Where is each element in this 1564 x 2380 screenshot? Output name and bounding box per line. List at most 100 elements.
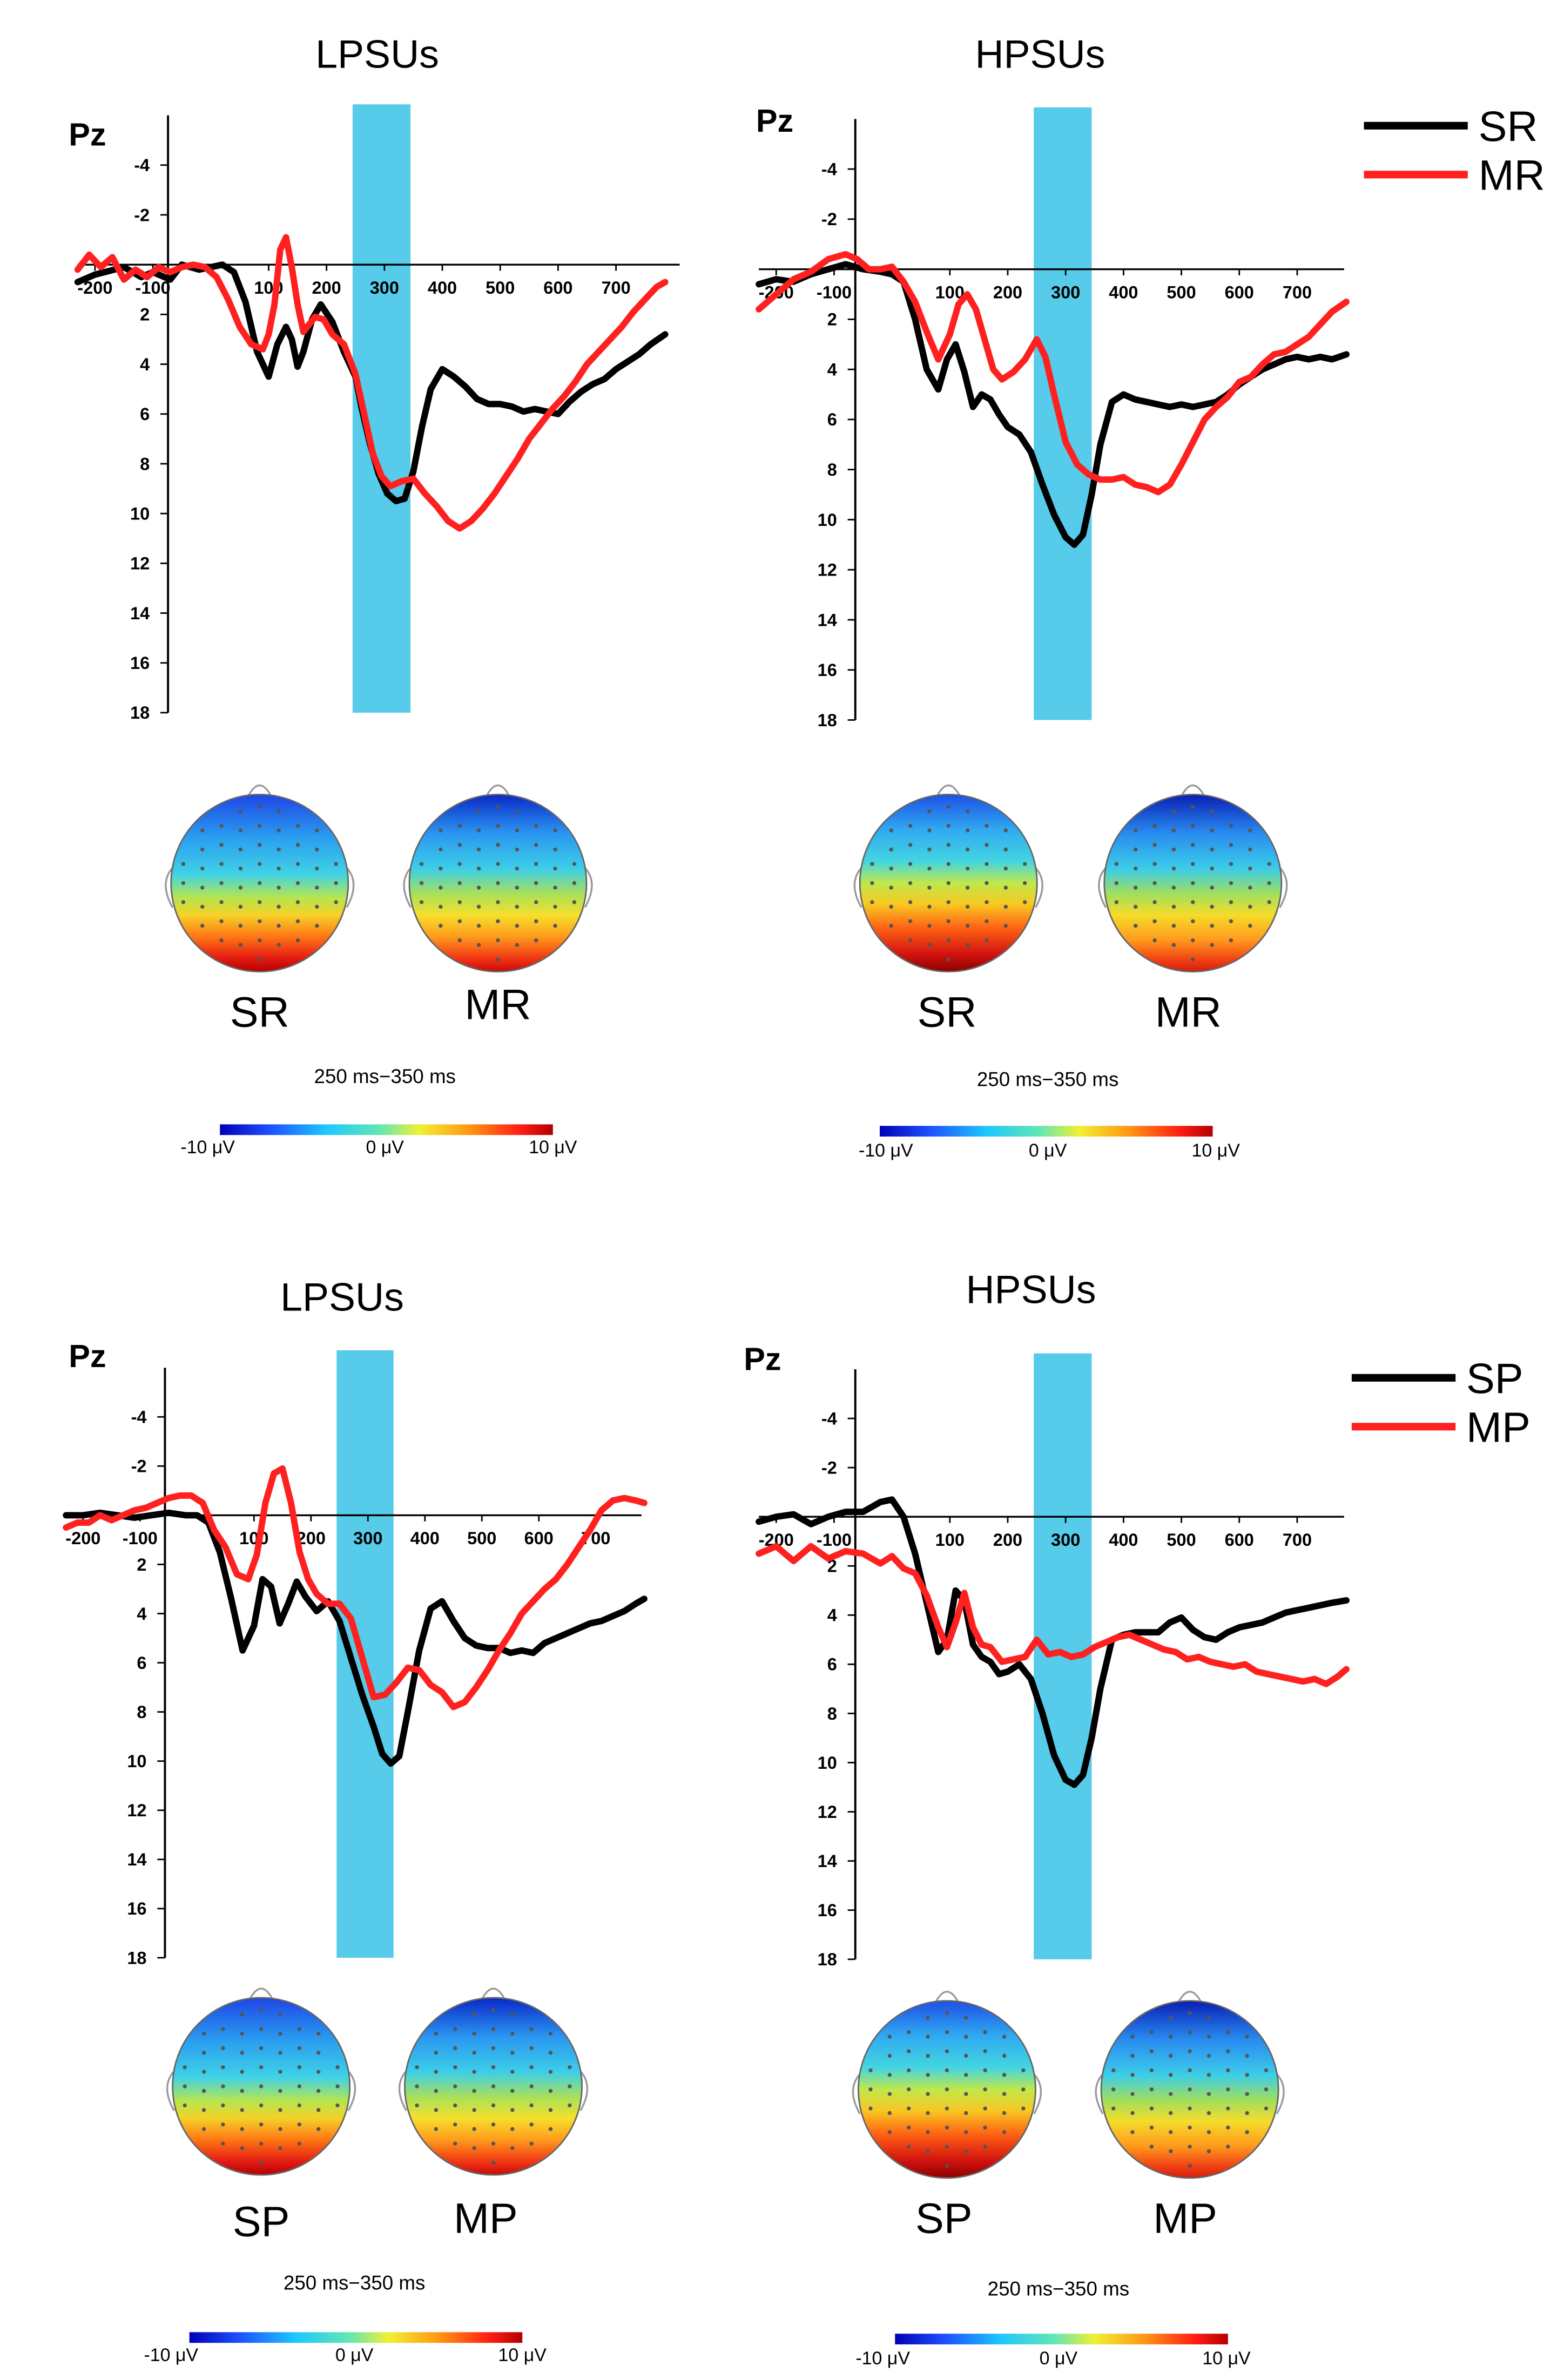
x-tick-label: 400 bbox=[428, 278, 457, 298]
electrode-dot bbox=[496, 843, 500, 847]
head-nose bbox=[934, 1991, 960, 2005]
electrode-dot bbox=[907, 2145, 911, 2149]
electrode-dot bbox=[985, 938, 989, 943]
electrode-dot bbox=[529, 2122, 534, 2127]
electrode-dot bbox=[964, 2092, 968, 2096]
electrode-dot bbox=[553, 924, 557, 928]
electrode-dot bbox=[240, 2088, 244, 2093]
electrode-dot bbox=[985, 823, 989, 828]
y-tick-label: 2 bbox=[140, 305, 150, 324]
electrode-dot bbox=[240, 2031, 244, 2036]
electrode-dot bbox=[945, 2068, 949, 2073]
electrode-dot bbox=[1171, 847, 1176, 852]
electrode-dot bbox=[1248, 828, 1252, 833]
electrode-dot bbox=[889, 828, 893, 833]
electrode-dot bbox=[568, 2084, 572, 2088]
electrode-dot bbox=[439, 867, 443, 871]
electrode-dot bbox=[983, 2049, 987, 2053]
head-ear bbox=[166, 2070, 175, 2112]
electrode-dot bbox=[1021, 2087, 1026, 2092]
electrode-dot bbox=[472, 2012, 476, 2017]
electrode-dot bbox=[1169, 2073, 1173, 2077]
electrode-dot bbox=[1002, 2073, 1007, 2077]
electrode-dot bbox=[553, 867, 557, 871]
y-tick-label: 4 bbox=[140, 355, 150, 374]
x-tick-label: 300 bbox=[370, 278, 399, 298]
y-tick-label: 16 bbox=[130, 653, 150, 673]
electrode-dot bbox=[926, 2016, 930, 2020]
electrode-dot bbox=[1114, 862, 1119, 866]
electrode-dot bbox=[316, 2127, 321, 2131]
electrode-dot bbox=[1134, 847, 1138, 852]
electrode-dot bbox=[1210, 904, 1214, 909]
highlight-window bbox=[1034, 107, 1092, 720]
electrode-dot bbox=[945, 2030, 949, 2034]
topo-label: SR bbox=[917, 988, 976, 1036]
electrode-dot bbox=[434, 2108, 439, 2112]
x-tick-label: 500 bbox=[467, 1529, 496, 1548]
electrode-dot bbox=[221, 2027, 225, 2031]
electrode-dot bbox=[964, 2149, 968, 2153]
electrode-dot bbox=[1191, 881, 1195, 885]
erp-charts: LPSUs Pz -4 -2 2 4 6 8 10 12 14 16 18 -200 -100 100 200 3… bbox=[63, 31, 1350, 1969]
electrode-dot bbox=[887, 2073, 892, 2077]
y-tick-label: -4 bbox=[131, 1408, 147, 1427]
electrode-dot bbox=[1245, 2130, 1249, 2134]
electrode-dot bbox=[1226, 2030, 1230, 2034]
electrode-dot bbox=[1188, 2011, 1192, 2016]
electrode-dot bbox=[219, 823, 224, 828]
electrode-dot bbox=[1171, 828, 1176, 833]
electrode-dot bbox=[258, 957, 262, 962]
electrode-dot bbox=[926, 2092, 930, 2096]
electrode-dot bbox=[1210, 867, 1214, 871]
electrode-dot bbox=[491, 2065, 496, 2070]
electrode-dot bbox=[529, 2027, 534, 2031]
electrode-dot bbox=[965, 867, 970, 871]
electrode-dot bbox=[316, 2108, 321, 2112]
electrode-dot bbox=[1134, 867, 1138, 871]
x-tick-label: 400 bbox=[1109, 1530, 1138, 1550]
electrode-dot bbox=[1169, 2092, 1173, 2096]
electrode-dot bbox=[908, 900, 913, 904]
electrode-dot bbox=[926, 2130, 930, 2134]
electrode-dot bbox=[183, 2103, 187, 2108]
electrode-dot bbox=[491, 2122, 496, 2127]
electrode-dot bbox=[200, 904, 205, 909]
electrode-dot bbox=[1210, 847, 1214, 852]
electrode-dot bbox=[295, 881, 300, 885]
electrode-dot bbox=[510, 2031, 515, 2036]
electrode-dot bbox=[183, 2065, 187, 2070]
electrode-dot bbox=[548, 2088, 553, 2093]
electrode-dot bbox=[1248, 904, 1252, 909]
electrode-dot bbox=[1226, 2145, 1230, 2149]
colorbar-tick-label: 10 μV bbox=[498, 2345, 547, 2365]
electrode-dot bbox=[472, 2051, 476, 2055]
electrode-dot bbox=[908, 881, 913, 885]
electrode-dot bbox=[946, 862, 950, 866]
y-tick-label: 8 bbox=[827, 1704, 837, 1723]
y-tick-label: 10 bbox=[818, 1753, 837, 1773]
electrode-dot bbox=[1245, 2053, 1249, 2058]
electrode-dot bbox=[496, 804, 500, 809]
electrode-dot bbox=[946, 938, 950, 943]
electrode-dot bbox=[316, 2031, 321, 2036]
electrode-dot bbox=[201, 2127, 206, 2131]
electrode-dot bbox=[926, 2034, 930, 2039]
electrode-dot bbox=[1267, 862, 1271, 866]
topo-map-7: SP bbox=[852, 1991, 1042, 2242]
electrode-dot bbox=[434, 2070, 439, 2074]
electrode-dot bbox=[945, 2163, 949, 2168]
electrode-dot bbox=[515, 885, 519, 890]
electrode-dot bbox=[278, 2070, 282, 2074]
electrode-dot bbox=[983, 2145, 987, 2149]
x-tick-label: 700 bbox=[1283, 1530, 1312, 1550]
electrode-dot bbox=[889, 924, 893, 928]
topo-map-8: MP bbox=[1095, 1991, 1285, 2242]
electrode-dot bbox=[1264, 2106, 1269, 2111]
electrode-dot bbox=[1002, 2092, 1007, 2096]
colorbar-gradient bbox=[895, 2334, 1228, 2345]
electrode-dot bbox=[945, 2106, 949, 2111]
